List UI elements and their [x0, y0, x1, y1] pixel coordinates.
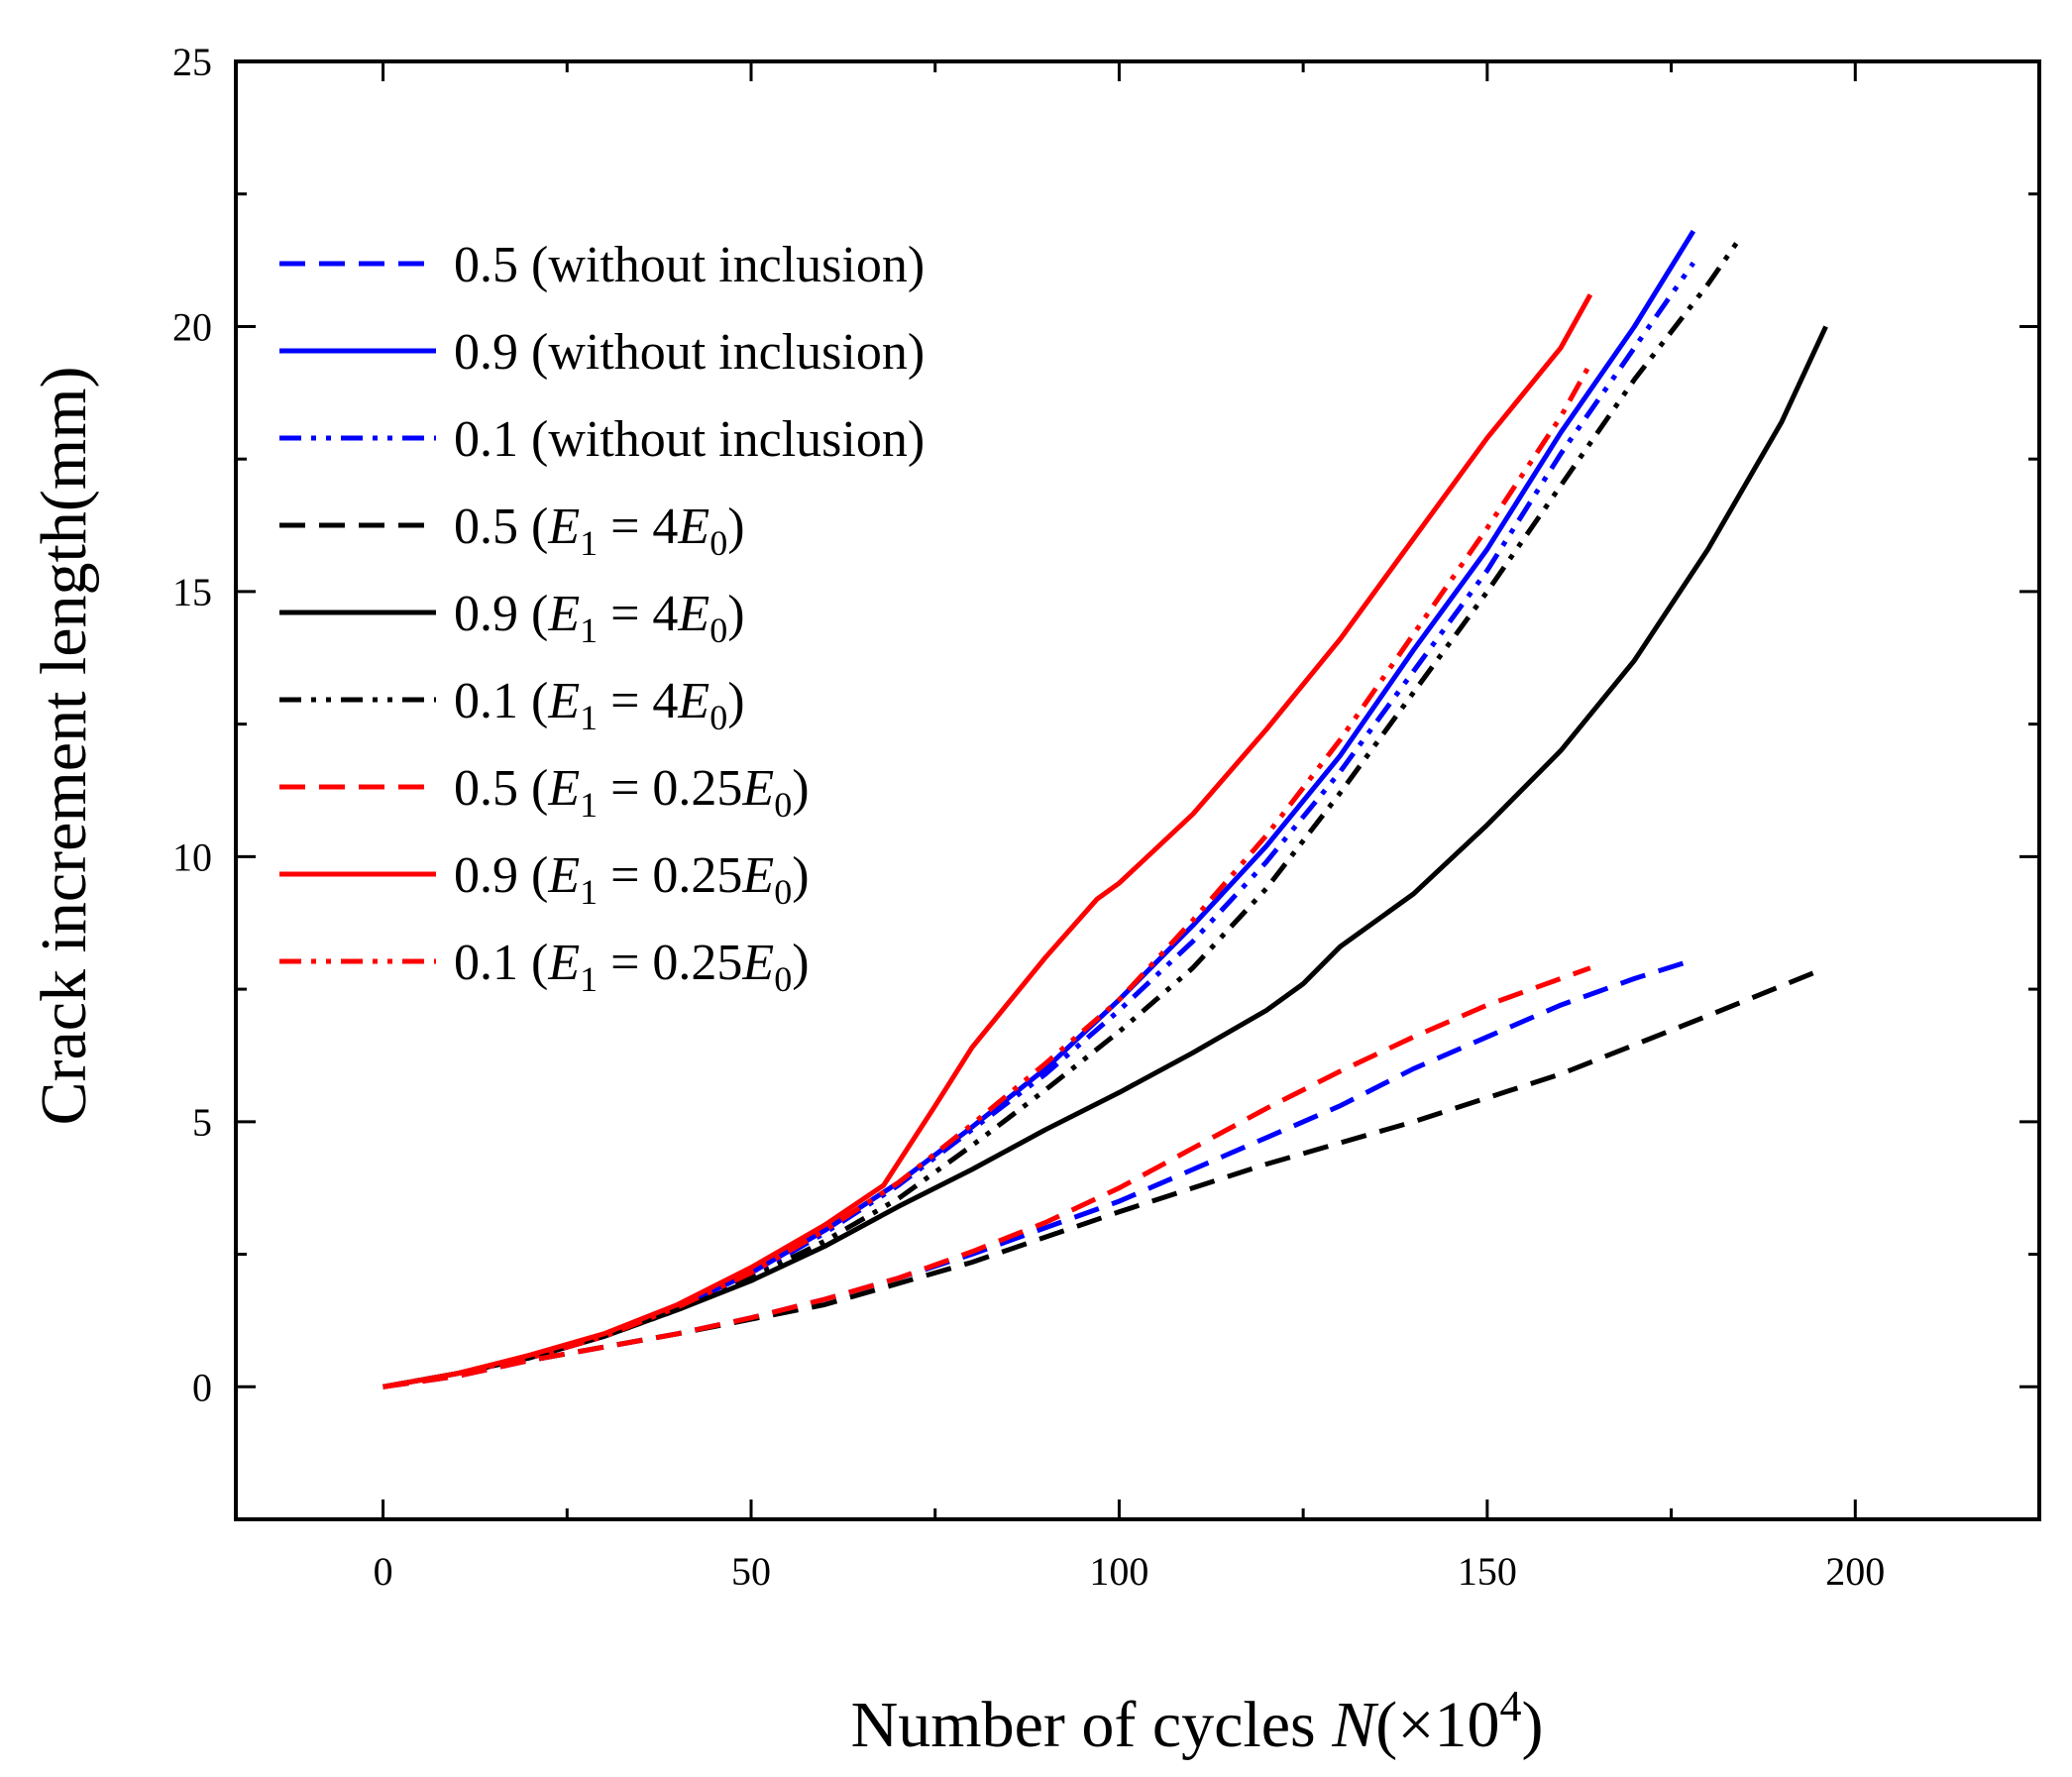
axis-titles: Number of cycles N(×104) Crack increment … — [28, 366, 1543, 1761]
x-axis-title: Number of cycles N(×104) — [851, 1682, 1544, 1761]
x-tick-label: 100 — [1089, 1549, 1148, 1594]
series-line-7 — [382, 965, 1591, 1389]
y-tick-label: 0 — [192, 1365, 212, 1409]
x-tick-label: 0 — [374, 1549, 393, 1594]
legend-label-1: 0.5 (without inclusion) — [454, 237, 925, 293]
y-tick-label: 25 — [172, 40, 212, 84]
series-line-3 — [382, 261, 1695, 1389]
axes-layer: 0 50 100 150 200 0 5 10 15 20 25 — [172, 40, 2041, 1594]
y-tick-label: 5 — [192, 1100, 212, 1145]
legend-label-3: 0.1 (without inclusion) — [454, 411, 925, 468]
series-line-4 — [382, 965, 1827, 1389]
legend-label-5: 0.9 (E1 = 4E0) — [454, 586, 745, 650]
y-axis-title: Crack increment length(mm) — [28, 366, 100, 1125]
legend-label-8: 0.9 (E1 = 0.25E0) — [454, 847, 810, 912]
series-line-8 — [382, 293, 1593, 1389]
legend-label-6: 0.1 (E1 = 4E0) — [454, 673, 745, 737]
x-tick-label: 200 — [1825, 1549, 1885, 1594]
plot-frame — [234, 59, 2041, 1521]
series-layer — [382, 229, 1828, 1389]
x-tick-label: 150 — [1458, 1549, 1517, 1594]
legend-label-7: 0.5 (E1 = 0.25E0) — [454, 760, 810, 825]
y-tick-label: 15 — [172, 570, 212, 614]
series-line-9 — [382, 362, 1593, 1389]
legend-label-2: 0.9 (without inclusion) — [454, 324, 925, 381]
x-tick-label: 50 — [731, 1549, 771, 1594]
y-tick-label: 20 — [172, 304, 212, 349]
series-line-1 — [382, 957, 1694, 1389]
legend-label-4: 0.5 (E1 = 4E0) — [454, 499, 745, 563]
y-tick-label: 10 — [172, 834, 212, 879]
legend-label-9: 0.1 (E1 = 0.25E0) — [454, 935, 810, 999]
legend: 0.5 (without inclusion) 0.9 (without incl… — [279, 237, 925, 999]
